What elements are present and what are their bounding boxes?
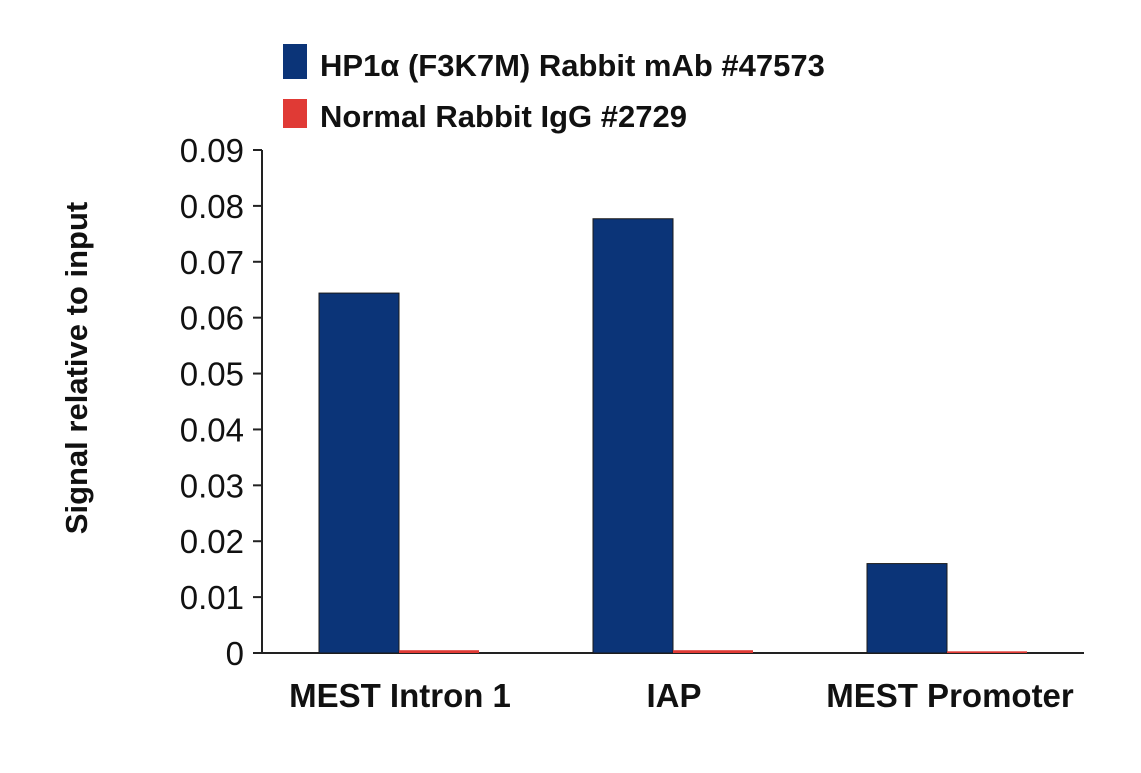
legend-label-hp1a: HP1α (F3K7M) Rabbit mAb #47573 bbox=[320, 48, 825, 83]
bar-igg-mest-intron-1 bbox=[399, 650, 479, 653]
x-category-label: MEST Promoter bbox=[826, 677, 1074, 714]
legend-swatch-igg bbox=[283, 99, 307, 128]
bar-hp1a-iap bbox=[592, 218, 674, 654]
bar-igg-mest-promoter bbox=[947, 651, 1027, 653]
legend-label-igg: Normal Rabbit IgG #2729 bbox=[320, 99, 687, 134]
y-ticks: 0 0.01 0.02 0.03 0.04 0.05 0.06 0.07 0.08 0.09 bbox=[180, 132, 262, 672]
legend-swatch-hp1a bbox=[283, 44, 307, 79]
x-category-label: IAP bbox=[646, 677, 701, 714]
y-tick-label: 0.02 bbox=[180, 523, 244, 560]
y-tick-label: 0 bbox=[226, 635, 244, 672]
y-tick-label: 0.01 bbox=[180, 579, 244, 616]
y-tick-label: 0.08 bbox=[180, 188, 244, 225]
bar-hp1a-mest-intron-1 bbox=[318, 292, 400, 654]
y-tick-label: 0.05 bbox=[180, 356, 244, 393]
x-category-label: MEST Intron 1 bbox=[289, 677, 511, 714]
y-tick-label: 0.06 bbox=[180, 300, 244, 337]
legend: HP1α (F3K7M) Rabbit mAb #47573 Normal Ra… bbox=[283, 44, 825, 134]
bars bbox=[318, 218, 1027, 654]
y-tick-label: 0.04 bbox=[180, 411, 244, 448]
y-axis-label: Signal relative to input bbox=[59, 202, 94, 534]
y-tick-label: 0.09 bbox=[180, 132, 244, 169]
x-categories: MEST Intron 1 IAP MEST Promoter bbox=[289, 677, 1074, 714]
bar-hp1a-mest-promoter bbox=[866, 563, 948, 654]
y-tick-label: 0.07 bbox=[180, 244, 244, 281]
bar-igg-iap bbox=[673, 650, 753, 653]
y-tick-label: 0.03 bbox=[180, 467, 244, 504]
